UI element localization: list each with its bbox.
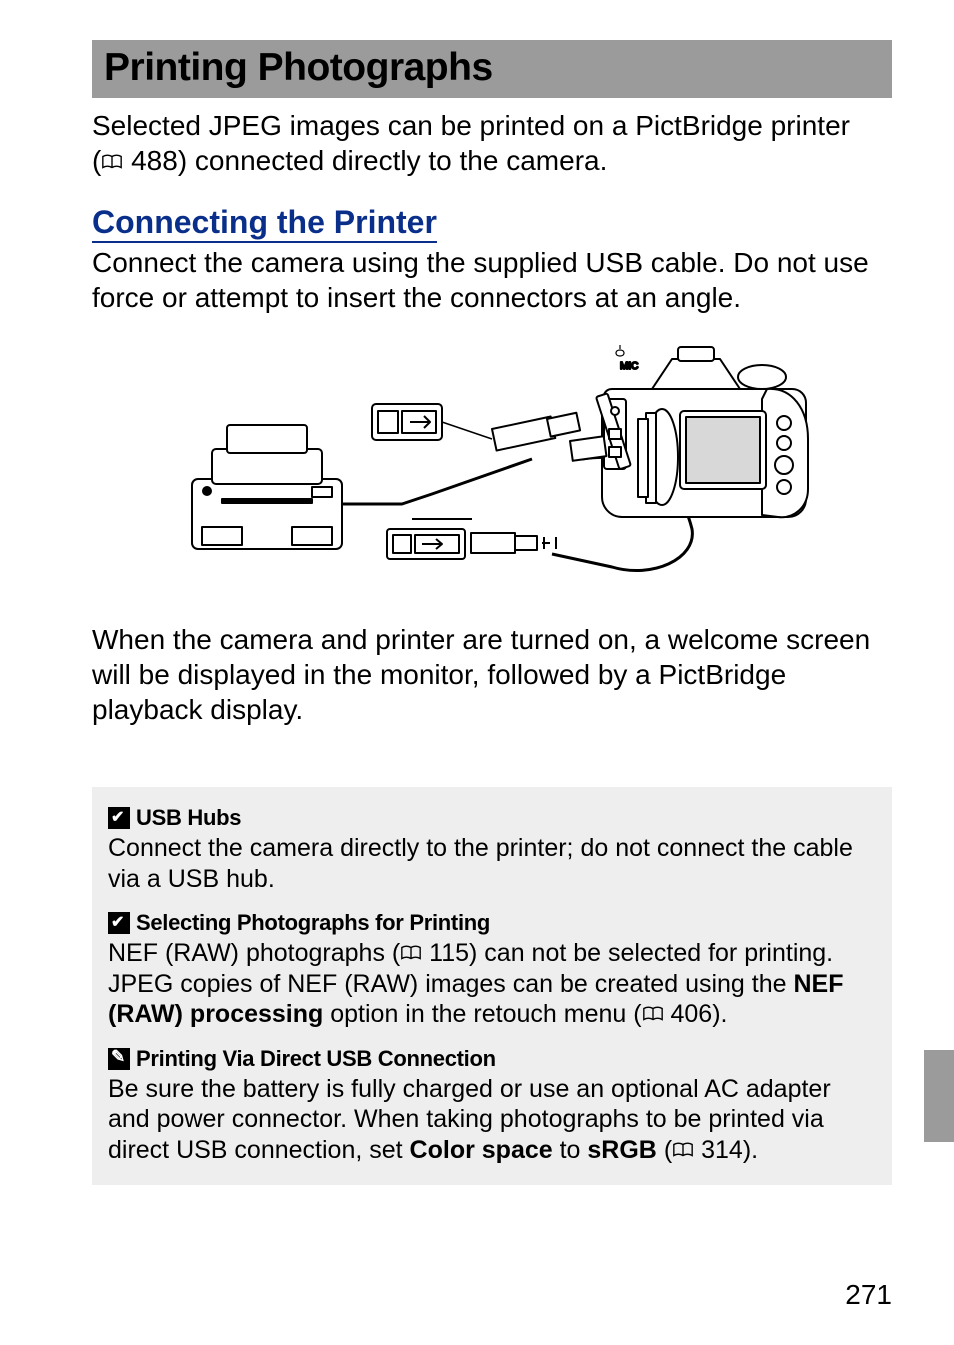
intro-page-ref: 488	[131, 145, 178, 176]
note-icon	[108, 1048, 130, 1070]
intro-paren-open: (	[92, 145, 101, 176]
note-1-title-row: USB Hubs	[108, 805, 876, 831]
intro-paragraph: Selected JPEG images can be printed on a…	[92, 108, 892, 178]
book-icon	[400, 945, 422, 961]
manual-page: Printing Photographs Selected JPEG image…	[0, 0, 954, 1345]
intro-text-line1: Selected JPEG images can be printed on a…	[92, 110, 850, 141]
notes-panel: USB Hubs Connect the camera directly to …	[92, 787, 892, 1185]
chapter-thumb-tab	[924, 1050, 954, 1142]
section-title: Printing Photographs	[104, 46, 880, 90]
note-3-text-b: to	[553, 1136, 588, 1164]
note-3-title: Printing Via Direct USB Connection	[136, 1046, 496, 1072]
note-2-text-a: NEF (RAW) photographs (	[108, 939, 400, 967]
section-title-bar: Printing Photographs	[92, 40, 892, 98]
book-icon	[672, 1142, 694, 1158]
usb-connector-camera-end	[372, 404, 580, 451]
page-number: 271	[845, 1279, 892, 1311]
note-3-text-d: ).	[743, 1136, 758, 1164]
note-1-body: Connect the camera directly to the print…	[108, 833, 876, 894]
note-3-body: Be sure the battery is fully charged or …	[108, 1074, 876, 1166]
camera-icon	[570, 347, 808, 517]
caution-icon	[108, 807, 130, 829]
note-2-ref-1: 115	[429, 939, 469, 967]
usb-connector-printer-end	[387, 529, 556, 559]
note-3-bold-2: sRGB	[587, 1136, 656, 1164]
note-2-title: Selecting Photographs for Printing	[136, 910, 490, 936]
note-3-text-c: (	[657, 1136, 672, 1164]
printer-icon	[192, 425, 342, 549]
subsection-heading-text: Connecting the Printer	[92, 204, 437, 243]
printer-camera-diagram: MIC	[172, 329, 812, 589]
mic-port-label: MIC	[620, 361, 638, 372]
connect-paragraph-1: Connect the camera using the supplied US…	[92, 245, 892, 315]
note-2-title-row: Selecting Photographs for Printing	[108, 910, 876, 936]
note-1-title: USB Hubs	[136, 805, 241, 831]
intro-text-line2: ) connected directly to the camera.	[178, 145, 608, 176]
connect-paragraph-2: When the camera and printer are turned o…	[92, 622, 892, 727]
note-2-text-c: option in the retouch menu (	[323, 1000, 641, 1028]
note-2-ref-2: 406	[671, 1000, 713, 1028]
note-3-bold-1: Color space	[410, 1136, 553, 1164]
book-icon	[101, 154, 123, 170]
book-icon	[642, 1006, 664, 1022]
subsection-heading: Connecting the Printer	[92, 204, 892, 241]
caution-icon	[108, 912, 130, 934]
note-2-text-d: ).	[712, 1000, 727, 1028]
connection-diagram: MIC	[92, 329, 892, 594]
note-3-title-row: Printing Via Direct USB Connection	[108, 1046, 876, 1072]
note-2-body: NEF (RAW) photographs ( 115) can not be …	[108, 938, 876, 1030]
note-3-ref: 314	[701, 1136, 743, 1164]
